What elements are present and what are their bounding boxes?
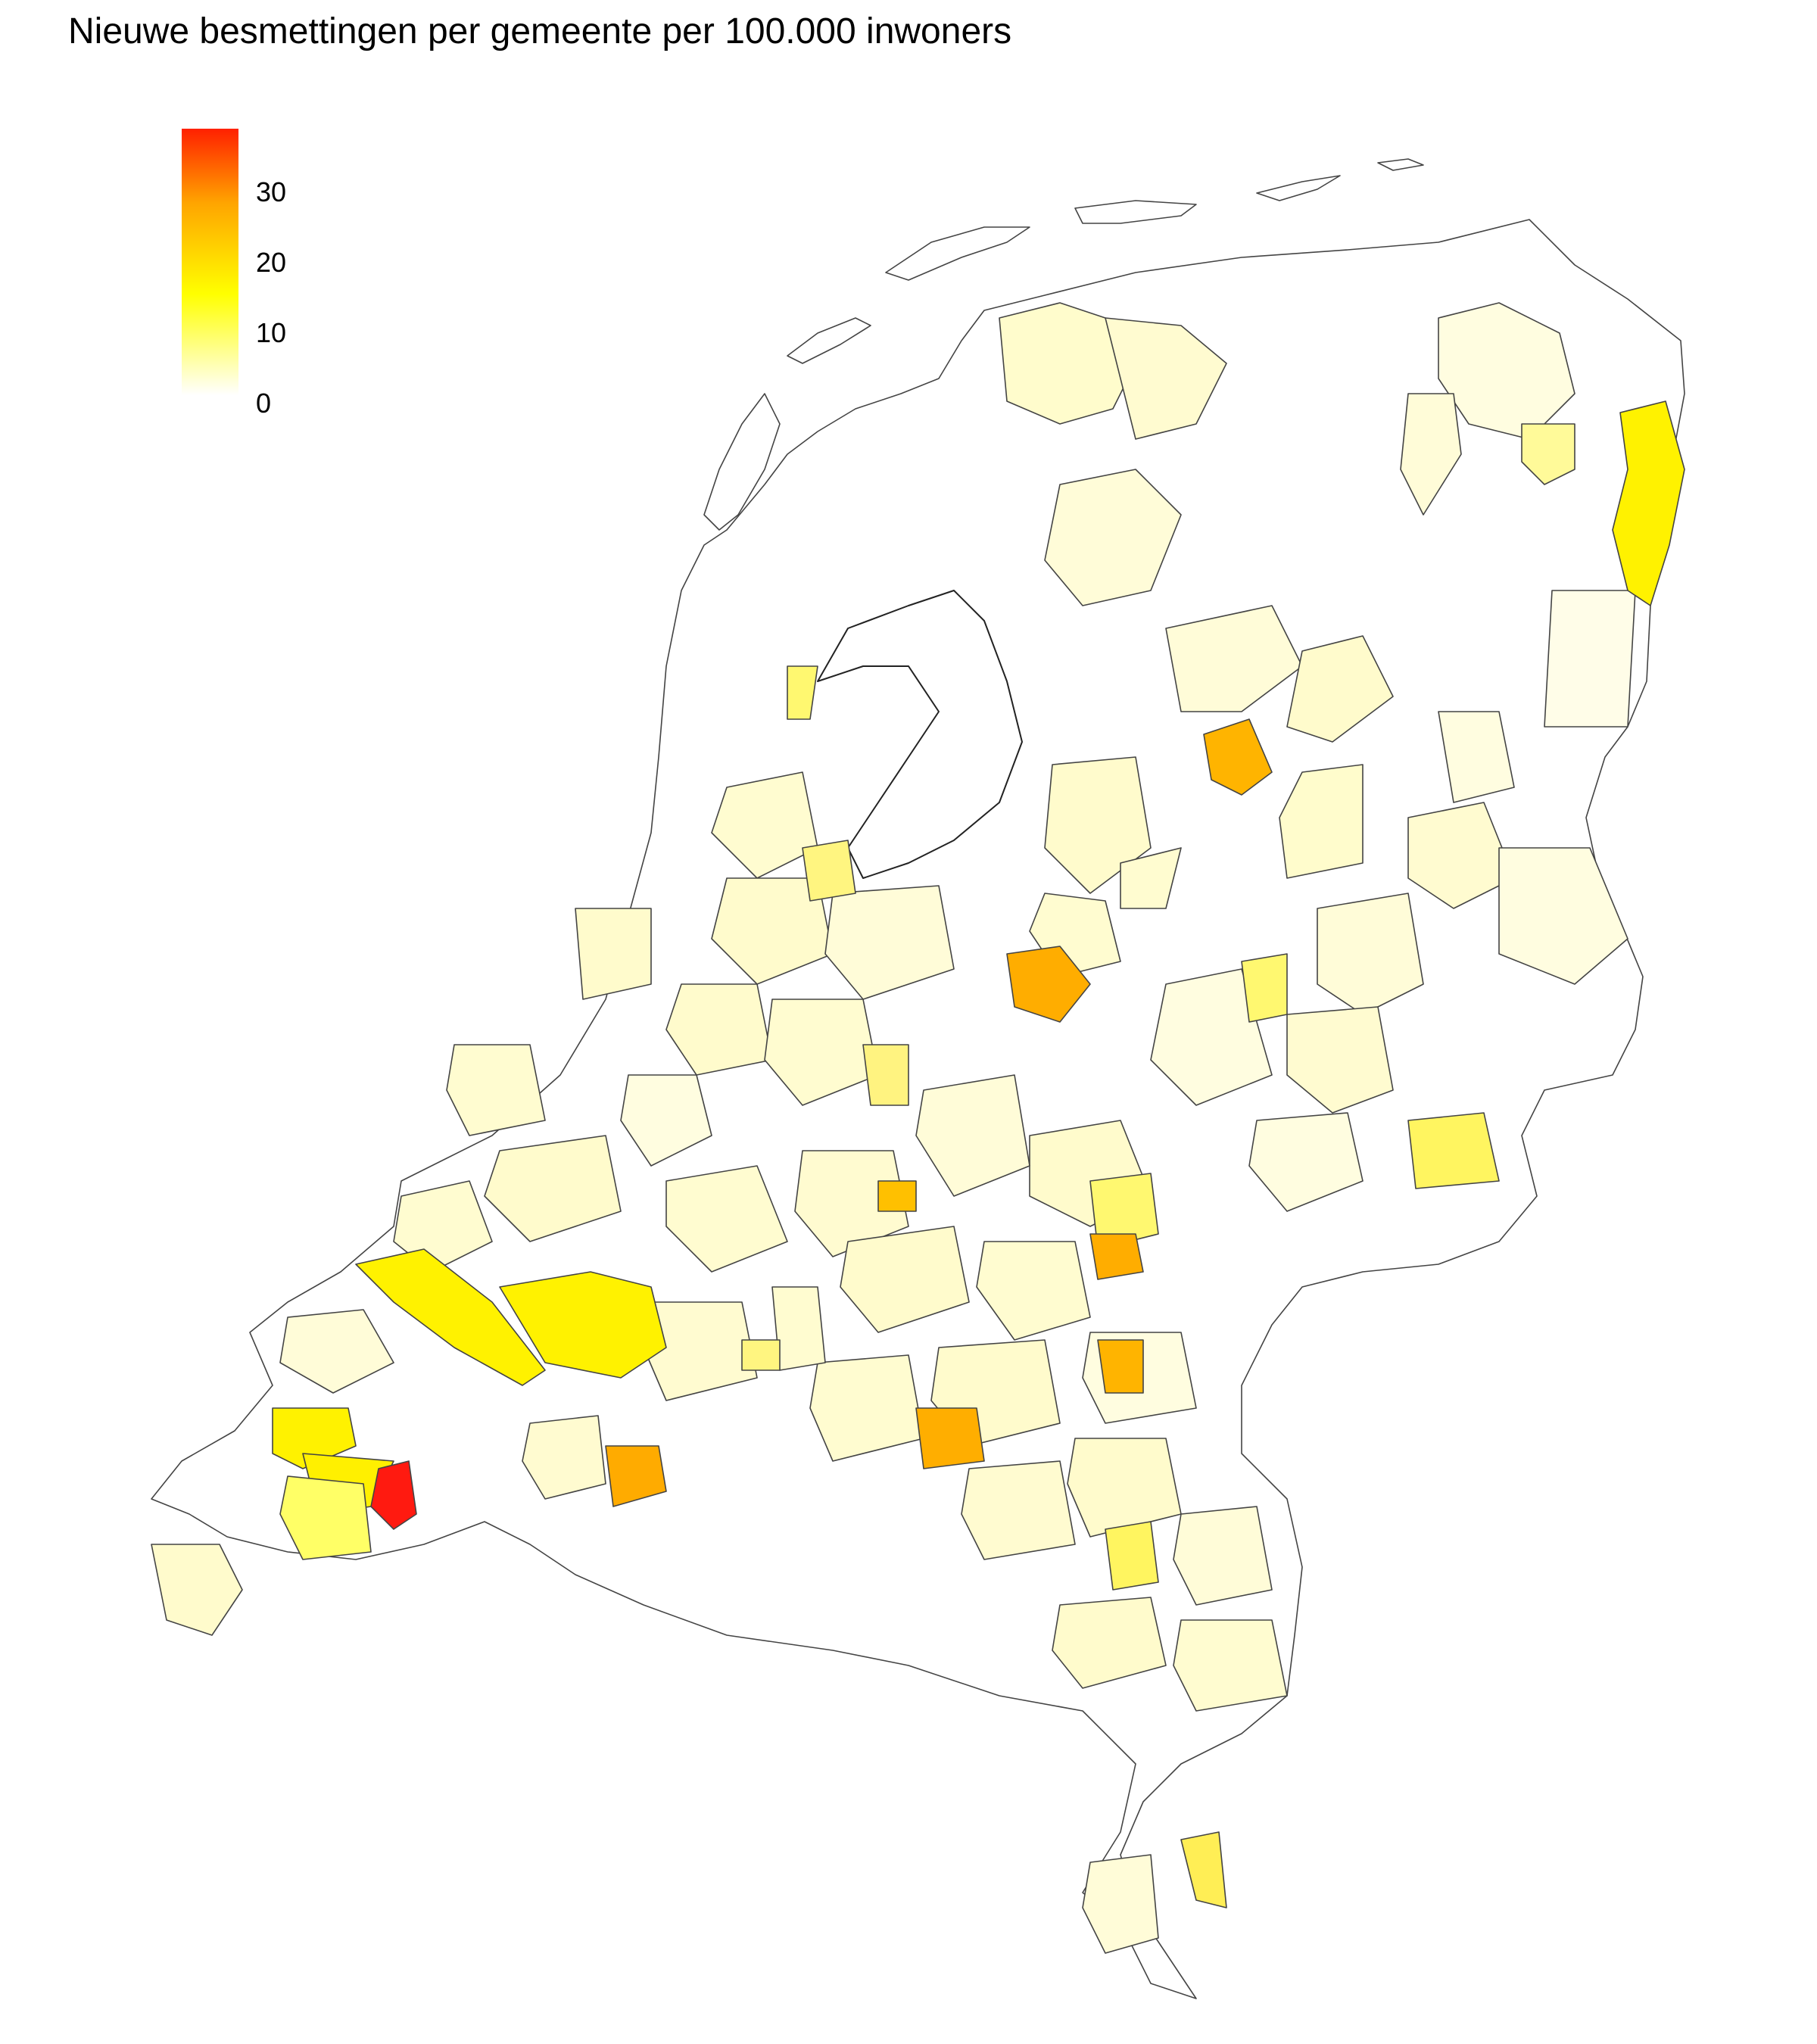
region-zeeland-yellow xyxy=(279,1475,372,1560)
region-pale xyxy=(1165,605,1303,712)
region-zuid-holland-islands-yellow xyxy=(355,1248,546,1386)
region-limburg-north-yellow xyxy=(1105,1521,1159,1591)
region-zeeland-red xyxy=(370,1460,417,1530)
legend-label-30: 30 xyxy=(256,176,287,207)
region-pale xyxy=(1317,893,1424,1015)
region-pale xyxy=(764,999,879,1106)
region-brabant-east-orange xyxy=(1097,1339,1144,1394)
region-brabant-yellow xyxy=(741,1339,781,1371)
region-gelderland-south-orange xyxy=(1089,1233,1144,1280)
legend-tick xyxy=(238,326,248,327)
legend-label-20: 20 xyxy=(256,247,287,278)
region-utrecht-yellow xyxy=(862,1044,909,1106)
region-pale xyxy=(1498,847,1628,985)
region-pale xyxy=(446,1044,546,1136)
region-pale xyxy=(575,908,652,1000)
region-pale xyxy=(393,1180,493,1273)
region-drenthe-east-border xyxy=(1612,400,1685,606)
region-pale xyxy=(1248,1112,1364,1212)
region-brabant-center-orange xyxy=(915,1407,985,1469)
legend-label-10: 10 xyxy=(256,317,287,348)
region-pale xyxy=(1150,968,1273,1106)
legend-label-0: 0 xyxy=(256,388,272,419)
region-pale xyxy=(620,1074,712,1167)
region-pale xyxy=(1286,635,1394,743)
color-legend: 30 20 10 0 xyxy=(182,129,348,419)
legend-tick xyxy=(238,256,248,257)
region-overijssel-yellow xyxy=(1241,953,1288,1023)
region-pale xyxy=(915,1074,1030,1197)
region-pale xyxy=(961,1460,1076,1560)
region-pale xyxy=(484,1135,622,1242)
region-pale xyxy=(1173,1506,1273,1606)
region-gelderland-east-yellow xyxy=(1407,1112,1500,1189)
region-pale xyxy=(1120,847,1182,909)
region-gelderland-yellow xyxy=(1089,1173,1159,1250)
region-pale xyxy=(711,771,818,879)
region-pale xyxy=(1400,393,1462,516)
region-pale xyxy=(1279,764,1364,879)
region-pale xyxy=(1044,469,1182,606)
map-title: Nieuwe besmettingen per gemeente per 100… xyxy=(68,11,1012,51)
region-pale xyxy=(1173,1619,1288,1712)
municipality-regions xyxy=(151,302,1685,1954)
region-pale xyxy=(1286,1006,1394,1114)
region-utrecht-orange xyxy=(877,1180,917,1212)
region-pale xyxy=(1052,1597,1167,1689)
region-gelderland-west-orange xyxy=(1006,946,1091,1023)
region-limburg-south-yellow xyxy=(1180,1831,1227,1908)
region-noord-holland-yellow xyxy=(787,665,818,720)
region-pale xyxy=(665,983,773,1076)
region-pale xyxy=(522,1415,606,1500)
region-noord-holland-yellow xyxy=(802,840,856,902)
region-pale xyxy=(1407,802,1515,909)
legend-tick xyxy=(238,185,248,186)
region-pale xyxy=(151,1544,243,1636)
legend-color-bar xyxy=(182,129,238,395)
region-pale xyxy=(976,1241,1091,1341)
region-pale xyxy=(279,1309,394,1394)
region-pale xyxy=(1544,590,1636,728)
region-pale xyxy=(711,877,834,985)
region-pale xyxy=(809,1354,924,1462)
region-pale xyxy=(1438,711,1515,803)
region-pale xyxy=(1438,302,1575,440)
region-pale xyxy=(824,885,955,1000)
region-pale xyxy=(1105,317,1227,440)
region-brabant-west-orange xyxy=(605,1445,667,1507)
region-pale xyxy=(665,1165,788,1273)
region-overijssel-north-orange xyxy=(1203,718,1273,796)
region-zuid-holland-islands-yellow xyxy=(499,1271,667,1379)
region-pale xyxy=(840,1226,970,1333)
region-pale xyxy=(1082,1854,1159,1954)
region-groningen-east xyxy=(1521,423,1575,485)
